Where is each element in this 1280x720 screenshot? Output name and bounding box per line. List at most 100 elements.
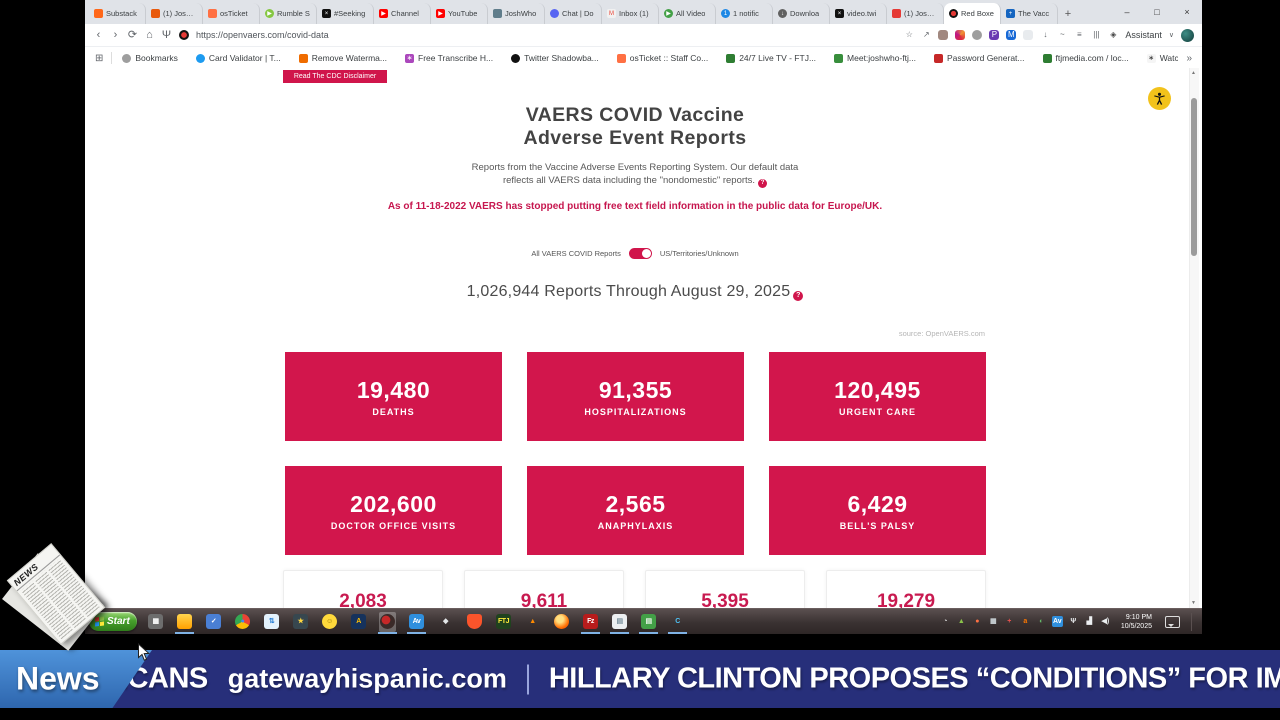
bookmark-item[interactable]: ∗ WatchIPTV - Your... — [1146, 53, 1178, 63]
browser-tab[interactable]: ▶ YouTube — [431, 3, 488, 24]
browser-tab[interactable]: Substack — [89, 3, 146, 24]
bookmark-item[interactable]: Remove Waterma... — [298, 53, 387, 63]
browser-tab[interactable]: ▶ Channel — [374, 3, 431, 24]
browser-tab[interactable]: Red Boxe — [944, 3, 1001, 24]
taskbar-item[interactable]: ◆ — [437, 612, 454, 632]
taskbar-item[interactable]: A — [350, 612, 367, 632]
notification-bubble-icon[interactable] — [1165, 615, 1180, 628]
taskbar-item[interactable]: Fz — [581, 612, 600, 634]
taskbar-item[interactable] — [378, 611, 397, 634]
bookmark-item[interactable]: ftjmedia.com / loc... — [1042, 53, 1129, 63]
minimize-button[interactable]: – — [1124, 7, 1130, 17]
help-icon[interactable]: ? — [793, 290, 804, 301]
bookmark-item[interactable]: Password Generat... — [934, 53, 1025, 63]
cdc-disclaimer-button[interactable]: Read The CDC Disclaimer — [283, 70, 387, 83]
assistant-button[interactable]: Assistant — [1125, 30, 1162, 40]
wave-icon[interactable]: ~ — [1060, 30, 1065, 39]
scrollbar-thumb[interactable] — [1191, 98, 1197, 256]
forward-icon[interactable]: › — [113, 28, 118, 41]
assistant-logo-icon[interactable]: ◈ — [1110, 30, 1117, 39]
scroll-down-icon[interactable]: ▼ — [1191, 600, 1196, 606]
home-icon[interactable]: ⌂ — [146, 28, 153, 41]
bookmark-item[interactable]: Bookmarks — [122, 53, 178, 63]
av-tray-icon[interactable]: Av — [1051, 616, 1063, 627]
accessibility-widget-icon[interactable] — [1148, 87, 1171, 110]
taskbar-item[interactable]: ▤ — [639, 612, 658, 634]
bookmark-item[interactable]: Meet:joshwho-ftj... — [834, 53, 916, 63]
bookmark-item[interactable]: ∗ Free Transcribe H... — [405, 53, 493, 63]
reading-list-icon[interactable]: ≡ — [1077, 30, 1082, 39]
browser-tab[interactable]: × #Seeking — [317, 3, 374, 24]
taskbar-item[interactable]: ☺ — [321, 612, 338, 632]
download-icon[interactable]: ↓ — [1043, 30, 1048, 39]
browser-tab[interactable]: (1) JoshW — [146, 3, 203, 24]
castle-extension-icon[interactable] — [1023, 30, 1034, 40]
volume-tray-icon[interactable]: ◀) — [1101, 618, 1110, 625]
browser-tab[interactable]: (1) JoshW — [887, 3, 944, 24]
taskbar-item[interactable]: ⇅ — [263, 612, 280, 632]
mic-tray-icon[interactable]: Ψ — [1070, 618, 1077, 625]
browser-tab[interactable]: 1 1 notific — [716, 3, 773, 24]
taskbar-item[interactable]: ▦ — [147, 612, 164, 632]
avast-tray-icon[interactable]: a — [1023, 618, 1028, 625]
url-text[interactable]: https://openvaers.com/covid-data — [196, 30, 329, 40]
bag-extension-icon[interactable] — [938, 30, 949, 40]
back-icon[interactable]: ‹ — [96, 28, 101, 41]
apps-grid-icon[interactable]: ⊞ — [95, 52, 104, 64]
bookmark-item[interactable]: 24/7 Live TV - FTJ... — [726, 53, 816, 63]
scope-toggle[interactable] — [628, 248, 652, 259]
help-icon[interactable]: ? — [758, 179, 768, 188]
scrollbar-track[interactable] — [1189, 68, 1199, 608]
reload-icon[interactable]: ⟳ — [127, 28, 138, 41]
malwarebytes-extension-icon[interactable]: M — [1006, 30, 1017, 40]
browser-tab[interactable]: ▶ Rumble S — [260, 3, 317, 24]
browser-tab[interactable]: ↓ Downloa — [773, 3, 830, 24]
new-tab-button[interactable]: + — [1064, 7, 1072, 20]
update-tray-icon[interactable]: ▲ — [957, 618, 965, 625]
browser-tab[interactable]: M Inbox (1) — [602, 3, 659, 24]
taskbar-item[interactable]: ▤ — [610, 612, 629, 634]
bookmark-item[interactable]: Twitter Shadowba... — [511, 53, 599, 63]
taskbar-item[interactable]: FTJ — [495, 612, 512, 632]
bookmark-item[interactable]: Card Validator | T... — [195, 53, 281, 63]
proton-extension-icon[interactable]: P — [989, 30, 1000, 40]
browser-tab[interactable]: osTicket — [203, 3, 260, 24]
security-tray-icon[interactable]: + — [1007, 618, 1012, 625]
close-button[interactable]: × — [1184, 7, 1190, 17]
mic-icon[interactable]: Ψ — [161, 28, 172, 41]
taskbar-item[interactable]: ● — [234, 612, 251, 632]
taskbar-item[interactable]: ▲ — [524, 612, 541, 632]
taskbar-item[interactable]: C — [668, 612, 687, 634]
chevron-down-icon[interactable]: ∨ — [1168, 32, 1174, 39]
flame-tray-icon[interactable]: ● — [975, 618, 980, 625]
start-button[interactable]: Start — [89, 612, 137, 631]
instagram-extension-icon[interactable] — [955, 30, 966, 40]
taskbar-item[interactable]: ✓ — [205, 612, 222, 632]
taskbar-item[interactable] — [175, 612, 194, 634]
link-share-icon[interactable]: ↗ — [923, 30, 930, 39]
browser-tab[interactable]: JoshWho — [488, 3, 545, 24]
taskbar-clock[interactable]: 9:10 PM 10/5/2025 — [1121, 613, 1152, 631]
taskbar-item[interactable] — [553, 612, 570, 632]
taskbar-item[interactable]: Av — [407, 612, 426, 634]
browser-tab[interactable]: + The Vacc — [1001, 3, 1058, 24]
recording-tray-icon[interactable]: ◔ — [943, 618, 948, 625]
network-tray-icon[interactable]: ▟ — [1086, 618, 1093, 625]
grid-tray-icon[interactable]: ▦ — [990, 618, 997, 625]
bookmark-star-icon[interactable]: ☆ — [905, 30, 913, 39]
scroll-up-icon[interactable]: ▲ — [1191, 70, 1196, 76]
sync-tray-icon[interactable]: ◐ — [1039, 618, 1044, 625]
waveform-icon[interactable]: ||| — [1093, 30, 1100, 39]
bookmarks-overflow-icon[interactable]: » — [1186, 52, 1192, 64]
taskbar-item[interactable] — [466, 612, 483, 632]
news-label: News — [16, 660, 100, 697]
show-desktop-button[interactable] — [1191, 612, 1197, 631]
browser-tab[interactable]: ▶ All Video — [659, 3, 716, 24]
browser-tab[interactable]: Chat | Do — [545, 3, 602, 24]
restore-button[interactable]: □ — [1154, 7, 1160, 17]
profile-avatar[interactable] — [1181, 28, 1194, 42]
browser-tab[interactable]: × video.twi — [830, 3, 887, 24]
taskbar-item[interactable]: ★ — [292, 612, 309, 632]
globe-extension-icon[interactable] — [972, 30, 983, 40]
bookmark-item[interactable]: osTicket :: Staff Co... — [616, 53, 708, 63]
